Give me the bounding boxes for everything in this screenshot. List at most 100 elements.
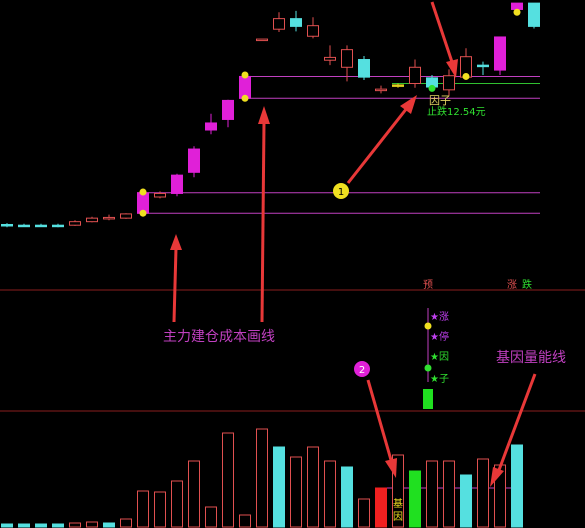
- candle-body: [154, 192, 166, 198]
- arrow-factor-shaft: [346, 107, 409, 184]
- arrow-volume-line-shaft: [497, 373, 537, 471]
- badge-1-label: 1: [338, 187, 344, 198]
- volume-bars-group: [1, 428, 523, 528]
- volume-bar-17: [290, 456, 302, 528]
- candle-body: [205, 122, 217, 131]
- candle-20: [341, 45, 353, 82]
- candle-31: [528, 2, 540, 29]
- arrows-group: [170, 1, 537, 487]
- candle-body: [494, 36, 506, 71]
- badge-2-circle: [354, 361, 370, 377]
- marker-dot-5: [462, 72, 470, 80]
- candle-9: [154, 191, 166, 199]
- candle-body: [120, 213, 132, 219]
- arrow-cost-low-head: [170, 234, 182, 250]
- volume-bar-5: [86, 521, 98, 528]
- volume-bar-19: [324, 460, 336, 528]
- volume-bar-26: [443, 460, 455, 528]
- candle-body: [307, 25, 319, 37]
- candle-29: [494, 36, 506, 76]
- stop-loss-label: 止跌12.54元: [427, 105, 486, 118]
- volume-bar-28: [477, 458, 489, 528]
- volume-bar-25: [426, 460, 438, 528]
- candle-24: [409, 59, 421, 88]
- volume-bar-18: [307, 446, 319, 528]
- volume-bar-30: [511, 444, 523, 528]
- marker-dot-3: [241, 94, 249, 102]
- signal-green-bar: [423, 389, 433, 409]
- volume-bar-27: [460, 474, 472, 528]
- signal-item-ting: ★停: [430, 330, 449, 343]
- candle-7: [120, 213, 132, 219]
- signal-dot-factor: [424, 364, 432, 372]
- candle-body: [1, 223, 13, 227]
- candle-4: [69, 220, 81, 226]
- markers-group: [139, 8, 521, 217]
- signal-label-yu: 预: [423, 279, 433, 291]
- candle-body: [341, 49, 353, 68]
- candle-body: [171, 174, 183, 194]
- volume-bar-21: [358, 498, 370, 528]
- volume-bar-10: [171, 480, 183, 528]
- candle-body: [443, 75, 455, 91]
- candle-13: [222, 99, 234, 128]
- marker-dot-6: [513, 8, 521, 16]
- signal-item-zi: ★子: [430, 373, 449, 385]
- candle-body: [18, 224, 30, 228]
- candle-body: [273, 18, 285, 30]
- candle-body: [409, 66, 421, 84]
- candle-19: [324, 45, 336, 66]
- candle-body: [358, 59, 370, 78]
- candle-body: [477, 64, 489, 68]
- volume-bar-6: [103, 522, 115, 528]
- candle-22: [375, 85, 387, 94]
- jiyin-label-top: 基: [393, 497, 403, 510]
- cost-line-annotation: 主力建仓成本画线: [163, 329, 275, 345]
- arrow-jiyin-shaft: [366, 379, 393, 461]
- candle-body: [69, 221, 81, 226]
- arrow-volume-line-head: [490, 467, 504, 487]
- volume-bar-9: [154, 491, 166, 528]
- volume-bar-3: [52, 523, 64, 528]
- marker-dot-4: [428, 84, 436, 92]
- candle-2: [35, 223, 47, 228]
- yinzi-label: 因子: [429, 94, 451, 107]
- candle-28: [477, 61, 489, 76]
- candle-17: [290, 10, 302, 32]
- arrow-cost-low-shaft: [172, 247, 178, 323]
- candle-3: [52, 223, 64, 228]
- candle-21: [358, 55, 370, 80]
- volume-bar-16: [273, 446, 285, 528]
- candle-body: [290, 18, 302, 27]
- signal-label-zhang: 涨: [507, 279, 517, 291]
- candle-body: [256, 38, 268, 42]
- volume-bar-1: [18, 523, 30, 528]
- candle-body: [35, 224, 47, 228]
- signal-item-yin: ★因: [430, 351, 449, 363]
- candle-6: [103, 214, 115, 221]
- candle-23: [392, 83, 404, 88]
- volume-bar-4: [69, 522, 81, 528]
- volume-bar-7: [120, 518, 132, 528]
- marker-dot-1: [139, 209, 147, 217]
- volume-bar-23: [392, 454, 404, 528]
- candle-body: [392, 84, 404, 87]
- jiyin-label-bottom: 因: [393, 511, 403, 523]
- marker-dot-0: [139, 188, 147, 196]
- candle-15: [256, 38, 268, 42]
- candle-18: [307, 17, 319, 39]
- candle-body: [103, 216, 115, 220]
- candle-16: [273, 12, 285, 33]
- volume-bar-20: [341, 466, 353, 528]
- volume-bar-8: [137, 490, 149, 528]
- arrow-jiyin-head: [385, 458, 397, 478]
- candle-body: [52, 224, 64, 228]
- volume-bar-11: [188, 460, 200, 528]
- candle-11: [188, 146, 200, 178]
- arrow-cost-high-head: [258, 106, 270, 124]
- candle-body: [375, 88, 387, 92]
- volume-bar-2: [35, 523, 47, 528]
- badge-1-circle: [333, 183, 349, 199]
